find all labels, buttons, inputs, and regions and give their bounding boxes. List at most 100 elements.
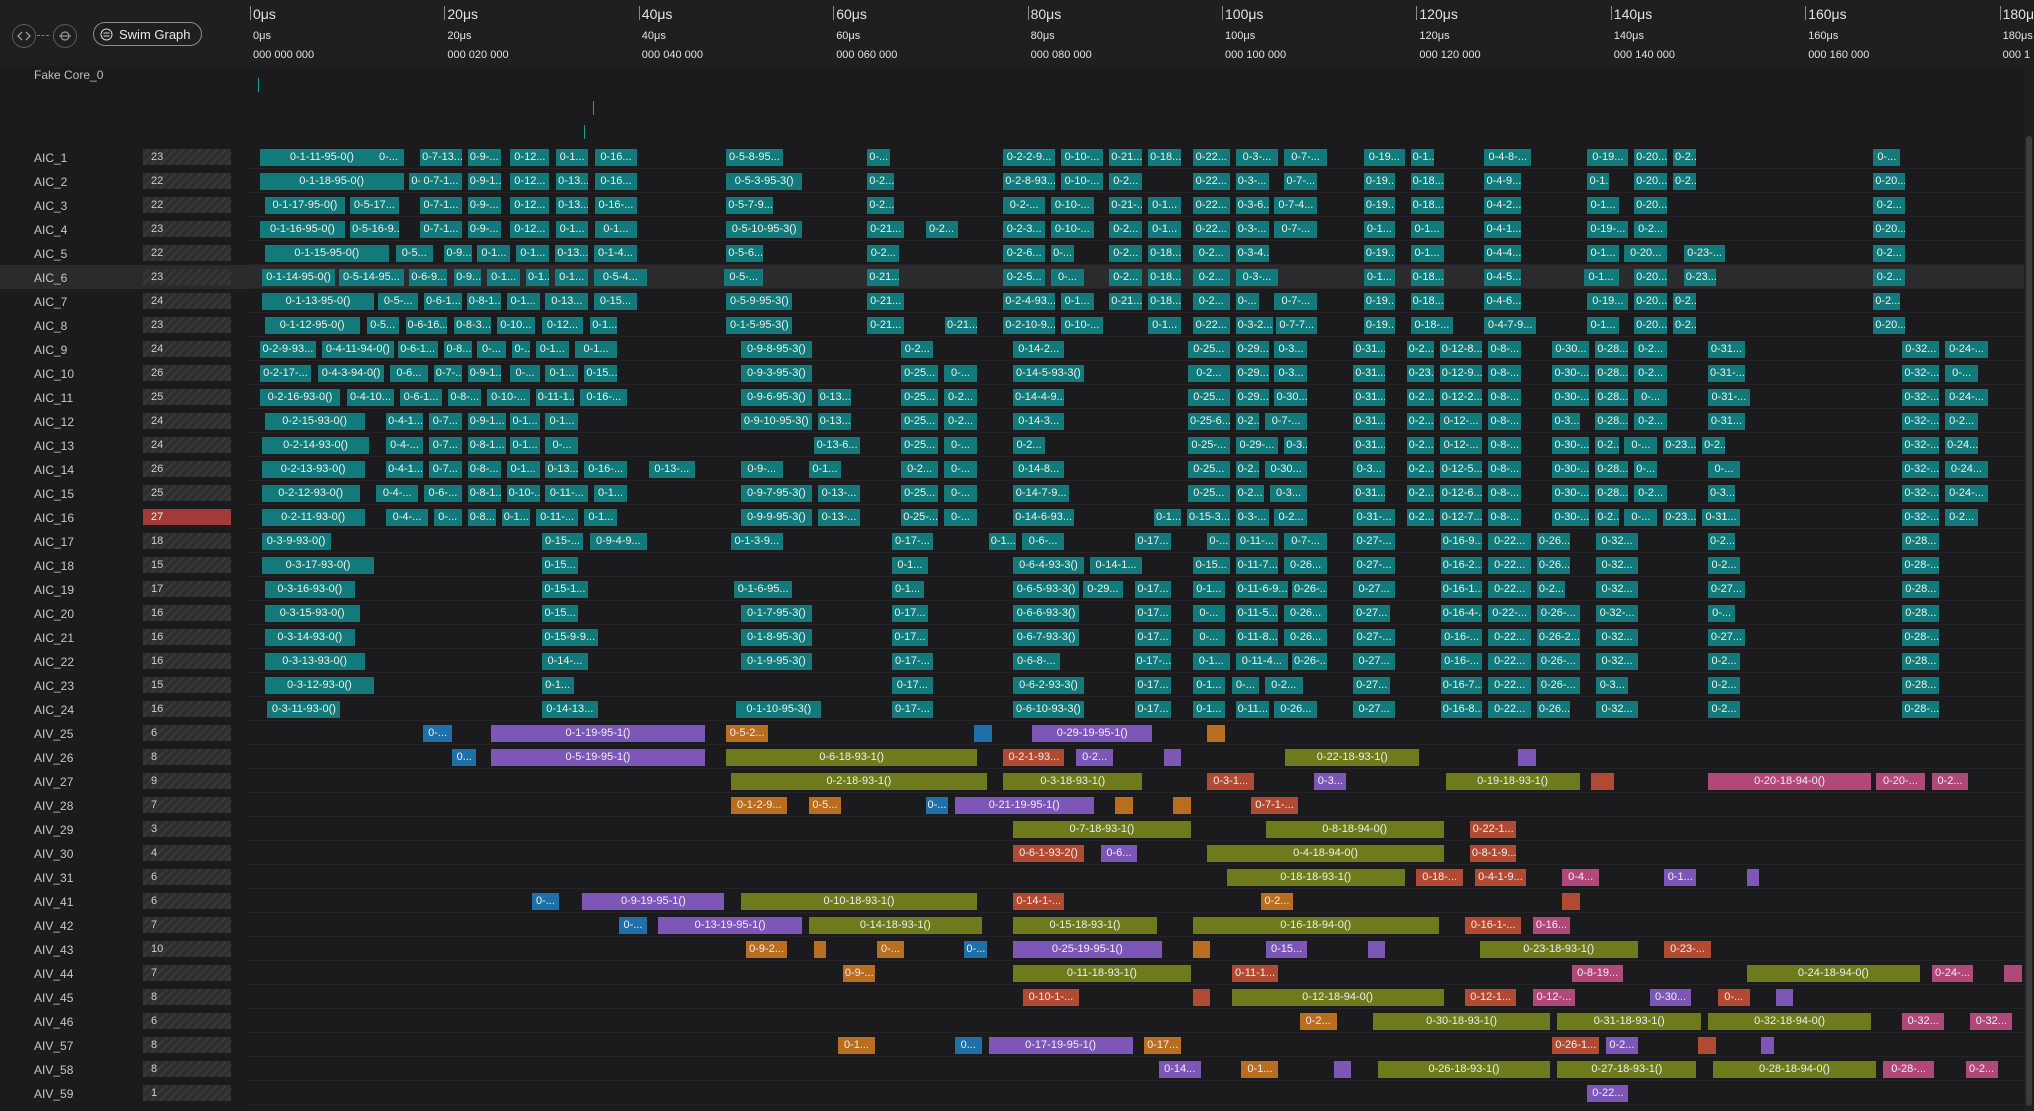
task-block[interactable]: 0-17... [891,629,929,646]
task-block[interactable]: 0-22... [1192,197,1230,214]
task-block[interactable]: 0-2... [1945,509,1979,526]
task-block[interactable]: 0-9-8-95-3() [740,341,812,358]
task-block[interactable]: 0-4-8-... [1484,149,1532,166]
task-block[interactable]: 0-26... [1536,557,1570,574]
lane-aic_21[interactable]: AIC_21 16 0-3-14-93-0() 0-15-9-9... 0-1-8-95… [0,625,2024,649]
task-block[interactable]: 0-25... [901,389,939,406]
task-block[interactable]: 0-2... [867,197,895,214]
task-block[interactable]: 0-10-... [1060,173,1104,190]
task-block[interactable]: 0-25... [1187,389,1230,406]
task-block[interactable]: 0-2... [1873,245,1906,262]
task-block[interactable]: 0-16-... [595,197,637,214]
task-block[interactable]: 0-12-... [1533,989,1575,1006]
task-block[interactable]: 0-17... [891,677,934,694]
task-block[interactable]: 0-12-5... [1439,461,1483,478]
task-block[interactable]: 0-... [944,437,977,454]
task-block[interactable]: 0-7... [428,413,462,430]
task-block[interactable]: 0-5-7-9... [726,197,773,214]
task-block[interactable]: 0-6-16... [405,317,448,334]
lane-aic_24[interactable]: AIC_24 16 0-3-11-93-0() 0-14-13... 0-1-10-95… [0,697,2024,721]
task-block[interactable]: 0-13... [817,413,851,430]
task-block[interactable]: 0-6-1-93-2() [1013,845,1084,862]
task-block[interactable]: 0-... [964,941,987,958]
task-block[interactable]: 0-27... [1353,653,1395,670]
task-block[interactable]: 0-7-... [1284,533,1327,550]
task-block[interactable]: 0-1... [556,221,589,238]
task-block[interactable]: 0-1... [838,1037,875,1054]
task-block[interactable]: 0-19... [1363,197,1395,214]
task-block[interactable]: 0-... [867,149,890,166]
task-block[interactable]: 0-3-12-93-0() [264,677,375,694]
task-block[interactable]: 0-31... [1353,389,1386,406]
task-block[interactable]: 0-1... [1192,701,1225,718]
task-block[interactable]: 0-2-15-93-0() [264,413,365,430]
task-block[interactable]: 0-28... [1902,533,1940,550]
task-block[interactable]: 0-2... [1873,197,1906,214]
task-block[interactable]: 0-2... [1299,1013,1337,1030]
task-block[interactable]: 0-12-18-94-0() [1231,989,1444,1006]
task-block[interactable]: 0-17... [891,605,929,622]
task-block[interactable]: 0-1... [477,245,511,262]
task-block[interactable]: 0-26-... [1536,605,1580,622]
task-block[interactable]: 0-2... [1673,293,1697,310]
task-block[interactable]: 0-32-... [1902,461,1940,478]
task-block[interactable]: 0-1-8-95-3() [740,629,812,646]
task-block[interactable] [974,725,992,742]
task-block[interactable]: 0-26-18-93-1() [1377,1061,1551,1078]
task-block[interactable]: 0-11-4... [1235,653,1289,670]
task-block[interactable]: 0-23-... [1683,245,1726,262]
task-block[interactable]: 0-8-... [1488,437,1522,454]
task-block[interactable]: 0-8... [444,341,472,358]
task-block[interactable]: 0-2... [1406,413,1434,430]
task-block[interactable]: 0-9-7-95-3() [740,485,812,502]
task-block[interactable]: 0-19... [1363,293,1395,310]
task-block[interactable]: 0-5... [395,245,433,262]
task-block[interactable]: 0-6-2-93-3() [1013,677,1084,694]
task-block[interactable]: 0-6-8-... [1013,653,1060,670]
task-block[interactable]: 0-4-4... [1484,245,1522,262]
task-block[interactable]: 0-24... [1945,461,1988,478]
task-block[interactable]: 0-22... [1488,581,1532,598]
task-block[interactable]: 0-28... [1902,653,1940,670]
lane-aic_12[interactable]: AIC_12 24 0-2-15-93-0() 0-4-1... 0-7... 0-9-1… [0,409,2024,433]
task-block[interactable]: 0-3... [1596,677,1629,694]
task-block[interactable]: 0-1... [1587,173,1609,190]
task-block[interactable]: 0-12-... [1439,437,1483,454]
task-block[interactable]: 0-16-2... [1440,557,1483,574]
lane-aiv_45[interactable]: AIV_45 8 0-10-1-... 0-12-18-94-0() 0-12-1...… [0,985,2024,1009]
task-block[interactable]: 0-12-... [1439,413,1483,430]
task-block[interactable]: 0-20... [1873,173,1906,190]
task-block[interactable]: 0-2... [1013,437,1046,454]
lane-aic_8[interactable]: AIC_8 23 0-1-12-95-0() 0-5... 0-6-16... 0-8-3… [0,313,2024,337]
task-block[interactable]: 0-18... [1148,149,1182,166]
task-block[interactable]: 0-2... [1708,653,1741,670]
task-block[interactable]: 0-17... [1134,533,1172,550]
task-block[interactable]: 0-2... [1192,269,1230,286]
task-block[interactable]: 0-2-12-93-0() [261,485,360,502]
task-block[interactable]: 0-8-19... [1571,965,1624,982]
task-block[interactable]: 0-24-18-94-0() [1746,965,1920,982]
task-block[interactable]: 0-2... [1708,677,1741,694]
task-block[interactable]: 0-16-... [1440,653,1483,670]
lane-aiv_58[interactable]: AIV_58 8 0-14... 0-1... 0-26-18-93-1() 0-27-1… [0,1057,2024,1081]
task-block[interactable]: 0-13... [545,293,589,310]
task-block[interactable]: 0-19... [1587,293,1629,310]
task-block[interactable]: 0-30... [1274,389,1308,406]
task-block[interactable]: 0-4-1... [1484,221,1522,238]
task-block[interactable]: 0-3-6... [1235,197,1269,214]
task-block[interactable]: 0-3... [1552,413,1580,430]
task-block[interactable]: 0-8-... [1488,341,1522,358]
task-block[interactable]: 0-7-4... [1274,197,1318,214]
task-block[interactable]: 0-20... [1634,197,1668,214]
task-block[interactable]: 0-16-1-... [1465,917,1522,934]
task-block[interactable] [1115,797,1133,814]
task-block[interactable]: 0-26... [1536,533,1570,550]
task-block[interactable]: 0-2... [1634,365,1668,382]
task-block[interactable]: 0-2... [1192,245,1230,262]
task-block[interactable]: 0-... [876,941,905,958]
task-block[interactable]: 0-2-2-9... [1003,149,1055,166]
task-block[interactable]: 0-6-... [423,485,462,502]
task-block[interactable]: 0-1... [1587,317,1619,334]
task-block[interactable]: 0-3... [1353,461,1386,478]
task-block[interactable]: 0-10-... [1060,317,1104,334]
